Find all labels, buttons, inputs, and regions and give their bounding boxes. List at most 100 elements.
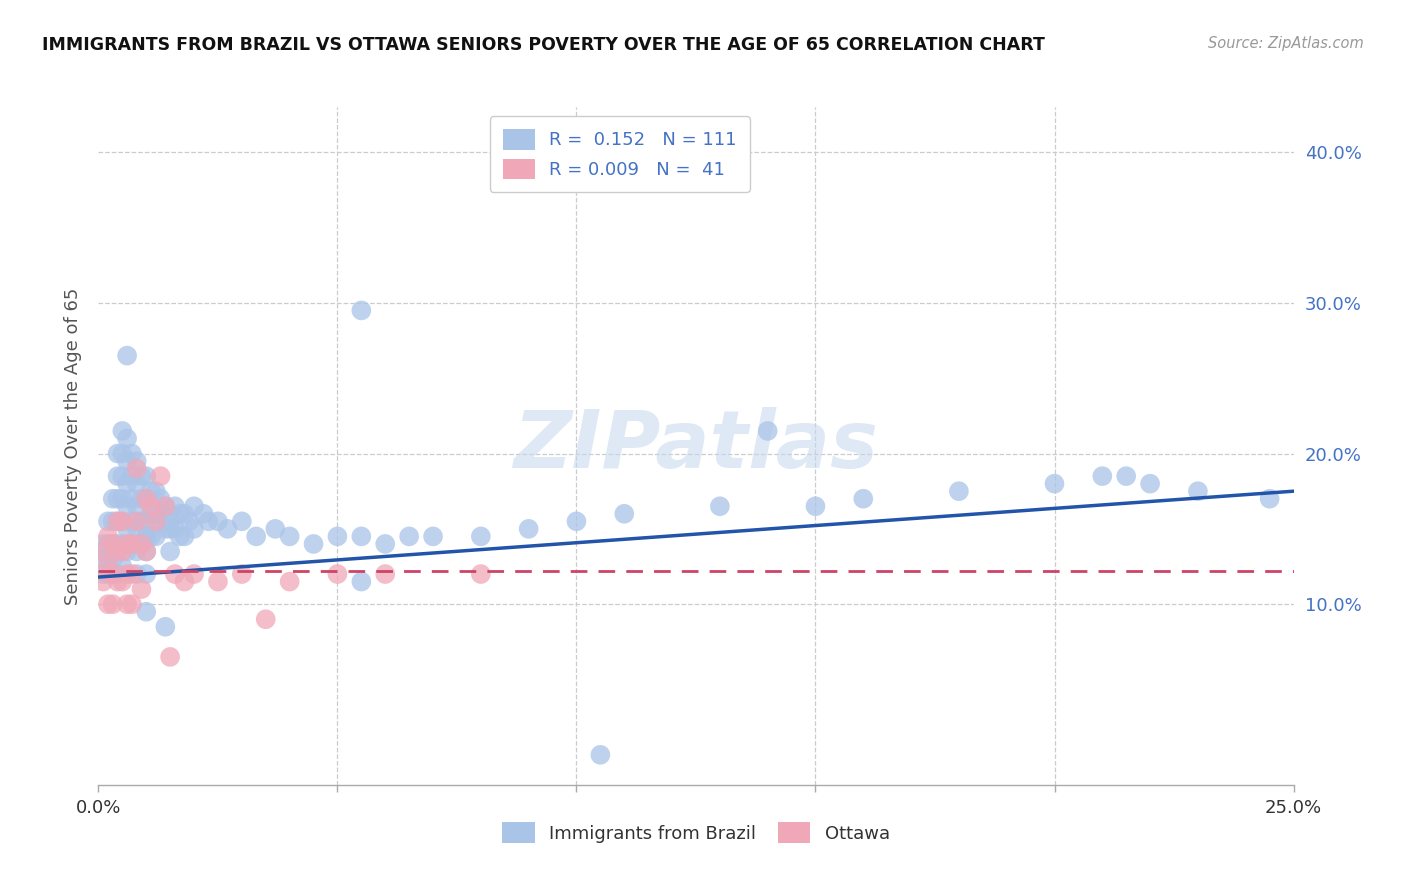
Point (179, 514, 201, 528)
Point (193, 507, 215, 521)
Point (135, 469, 157, 483)
Point (97, 514, 120, 528)
Point (97, 537, 120, 551)
Point (1043, 476, 1066, 491)
Point (115, 544, 138, 558)
Point (125, 461, 148, 475)
Point (183, 522, 205, 536)
Point (135, 529, 157, 543)
Point (135, 491, 157, 506)
Point (159, 544, 181, 558)
Point (121, 469, 143, 483)
Point (398, 529, 420, 543)
Point (145, 484, 167, 499)
Point (121, 446, 143, 460)
Point (115, 432, 138, 446)
Point (197, 514, 219, 528)
Point (111, 514, 134, 528)
Point (245, 529, 267, 543)
Point (101, 567, 124, 582)
Point (709, 500, 731, 514)
Point (131, 582, 153, 596)
Point (111, 446, 134, 460)
Point (1258, 491, 1281, 506)
Point (149, 469, 172, 483)
Point (159, 522, 181, 536)
Point (374, 567, 396, 582)
Point (121, 537, 143, 551)
Point (111, 469, 134, 483)
Point (107, 446, 129, 460)
Point (97, 552, 120, 566)
Point (159, 514, 181, 528)
Point (111, 559, 134, 574)
Point (169, 529, 191, 543)
Point (97, 567, 120, 582)
Point (948, 484, 970, 499)
Point (163, 500, 186, 514)
Point (1139, 476, 1161, 491)
Point (131, 537, 153, 551)
Point (125, 544, 148, 558)
Point (231, 514, 253, 528)
Point (350, 574, 373, 589)
Point (207, 574, 229, 589)
Point (155, 522, 177, 536)
Point (121, 514, 143, 528)
Point (121, 491, 143, 506)
Point (125, 567, 148, 582)
Point (111, 574, 134, 589)
Point (159, 507, 181, 521)
Point (111, 537, 134, 551)
Point (131, 469, 153, 483)
Point (135, 605, 157, 619)
Point (97, 559, 120, 574)
Point (121, 537, 143, 551)
Point (145, 507, 167, 521)
Point (115, 567, 138, 582)
Point (107, 514, 129, 528)
Point (115, 522, 138, 536)
Point (326, 567, 349, 582)
Point (217, 522, 239, 536)
Point (115, 537, 138, 551)
Point (1187, 484, 1209, 499)
Point (135, 529, 157, 543)
Point (804, 500, 827, 514)
Point (121, 597, 143, 611)
Point (107, 544, 129, 558)
Point (91, 574, 114, 589)
Point (163, 567, 186, 582)
Point (111, 514, 134, 528)
Point (107, 574, 129, 589)
Point (163, 522, 186, 536)
Point (111, 544, 134, 558)
Point (107, 537, 129, 551)
Point (756, 424, 779, 438)
Point (207, 514, 229, 528)
Point (1115, 469, 1137, 483)
Point (131, 537, 153, 551)
Point (183, 500, 205, 514)
Point (565, 514, 588, 528)
Point (155, 500, 177, 514)
Text: ZIPatlas: ZIPatlas (513, 407, 879, 485)
Point (125, 476, 148, 491)
Point (135, 544, 157, 558)
Y-axis label: Seniors Poverty Over the Age of 65: Seniors Poverty Over the Age of 65 (65, 287, 83, 605)
Point (183, 567, 205, 582)
Point (139, 529, 162, 543)
Point (1091, 469, 1114, 483)
Point (613, 507, 636, 521)
Text: Source: ZipAtlas.com: Source: ZipAtlas.com (1208, 36, 1364, 51)
Point (91, 537, 114, 551)
Point (101, 537, 124, 551)
Point (107, 491, 129, 506)
Point (135, 514, 157, 528)
Point (91, 567, 114, 582)
Point (278, 574, 301, 589)
Point (278, 529, 301, 543)
Point (125, 500, 148, 514)
Point (115, 454, 138, 468)
Point (121, 567, 143, 582)
